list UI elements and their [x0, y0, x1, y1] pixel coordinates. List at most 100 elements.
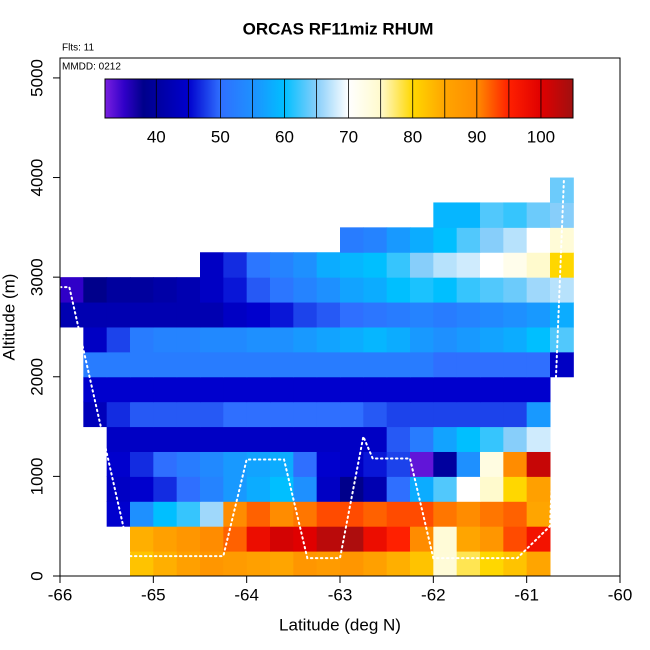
heat-cell [386, 426, 411, 452]
heat-cell [410, 451, 434, 477]
x-tick-label: -63 [328, 585, 353, 604]
heat-cell [200, 351, 224, 378]
colorbar-tick-label: 60 [275, 127, 294, 146]
heat-cell [363, 351, 388, 378]
heat-cell [246, 277, 271, 303]
heat-cell [410, 326, 434, 353]
heat-cell [410, 302, 434, 328]
colorbar-tick-label: 40 [147, 127, 166, 146]
heat-cell [176, 302, 201, 328]
heat-cell [200, 451, 224, 477]
heat-cell [153, 501, 178, 527]
chart-title: ORCAS RF11miz RHUM [243, 19, 434, 38]
heat-cell [480, 202, 504, 228]
y-tick-label: 0 [27, 571, 46, 580]
heat-cell [176, 401, 201, 428]
heat-cell [246, 476, 271, 502]
heat-cell [293, 476, 318, 502]
heat-cell [270, 277, 294, 303]
heat-cell [503, 202, 528, 228]
heat-cell [526, 326, 551, 353]
heat-cell [223, 252, 248, 278]
heat-cell [270, 376, 294, 403]
heat-cell [386, 252, 411, 278]
heat-cell [433, 202, 458, 228]
heat-cell [363, 401, 388, 428]
heat-cell [293, 326, 318, 353]
heat-cell [176, 326, 201, 353]
heat-cell [83, 401, 108, 428]
heat-cell [293, 277, 318, 303]
heat-cell [246, 426, 271, 452]
heat-cell [526, 476, 551, 502]
heat-cell [293, 426, 318, 452]
heat-cell [456, 277, 481, 303]
heat-cell [433, 326, 458, 353]
heat-cell [410, 351, 434, 378]
heat-cell [363, 526, 388, 552]
heat-cell [176, 351, 201, 378]
heat-cell [293, 451, 318, 477]
heat-cell [410, 551, 434, 577]
heat-cell [503, 351, 528, 378]
heat-cell [503, 401, 528, 428]
heat-cell [83, 277, 108, 303]
heat-cell [130, 376, 154, 403]
heat-cell [153, 277, 178, 303]
heat-cell [223, 476, 248, 502]
heat-cell [270, 401, 294, 428]
heat-cell [246, 501, 271, 527]
heat-cell [130, 302, 154, 328]
heat-cell [293, 501, 318, 527]
heat-cell [550, 177, 574, 203]
heat-cell [526, 426, 551, 452]
heat-cell [176, 526, 201, 552]
heat-cell [386, 526, 411, 552]
x-axis-label: Latitude (deg N) [279, 615, 401, 634]
heat-cell [503, 551, 528, 577]
heat-cell [386, 451, 411, 477]
heat-cell [526, 551, 551, 577]
heat-cell [153, 302, 178, 328]
heat-cell [363, 476, 388, 502]
heat-cell [60, 277, 84, 303]
heat-cell [410, 252, 434, 278]
heat-cell [106, 426, 131, 452]
heat-cell [106, 476, 131, 502]
heat-cell [526, 526, 551, 552]
heat-cell [503, 277, 528, 303]
heat-cell [293, 252, 318, 278]
heat-cell [270, 252, 294, 278]
heat-cell [130, 451, 154, 477]
y-tick-label: 5000 [27, 59, 46, 97]
heat-cell [526, 501, 551, 527]
heat-cell [526, 252, 551, 278]
heat-cell [340, 551, 364, 577]
heat-cell [363, 501, 388, 527]
heat-cell [363, 277, 388, 303]
heat-cell [246, 351, 271, 378]
heat-cell [480, 401, 504, 428]
heat-cell [456, 351, 481, 378]
heat-cell [316, 451, 341, 477]
heat-cell [200, 302, 224, 328]
heat-cell [106, 277, 131, 303]
heat-cell [316, 426, 341, 452]
heat-cell [270, 476, 294, 502]
heat-cell [316, 551, 341, 577]
heat-cell [246, 551, 271, 577]
heat-cell [456, 376, 481, 403]
heat-cell [106, 501, 131, 527]
heat-cell [153, 426, 178, 452]
heat-cell [340, 302, 364, 328]
heat-cell [480, 426, 504, 452]
heat-cell [340, 476, 364, 502]
heat-cell [176, 476, 201, 502]
heat-cell [176, 501, 201, 527]
heat-cell [340, 376, 364, 403]
heat-cell [410, 501, 434, 527]
heat-cell [456, 401, 481, 428]
heat-cell [316, 277, 341, 303]
heat-cell [340, 277, 364, 303]
